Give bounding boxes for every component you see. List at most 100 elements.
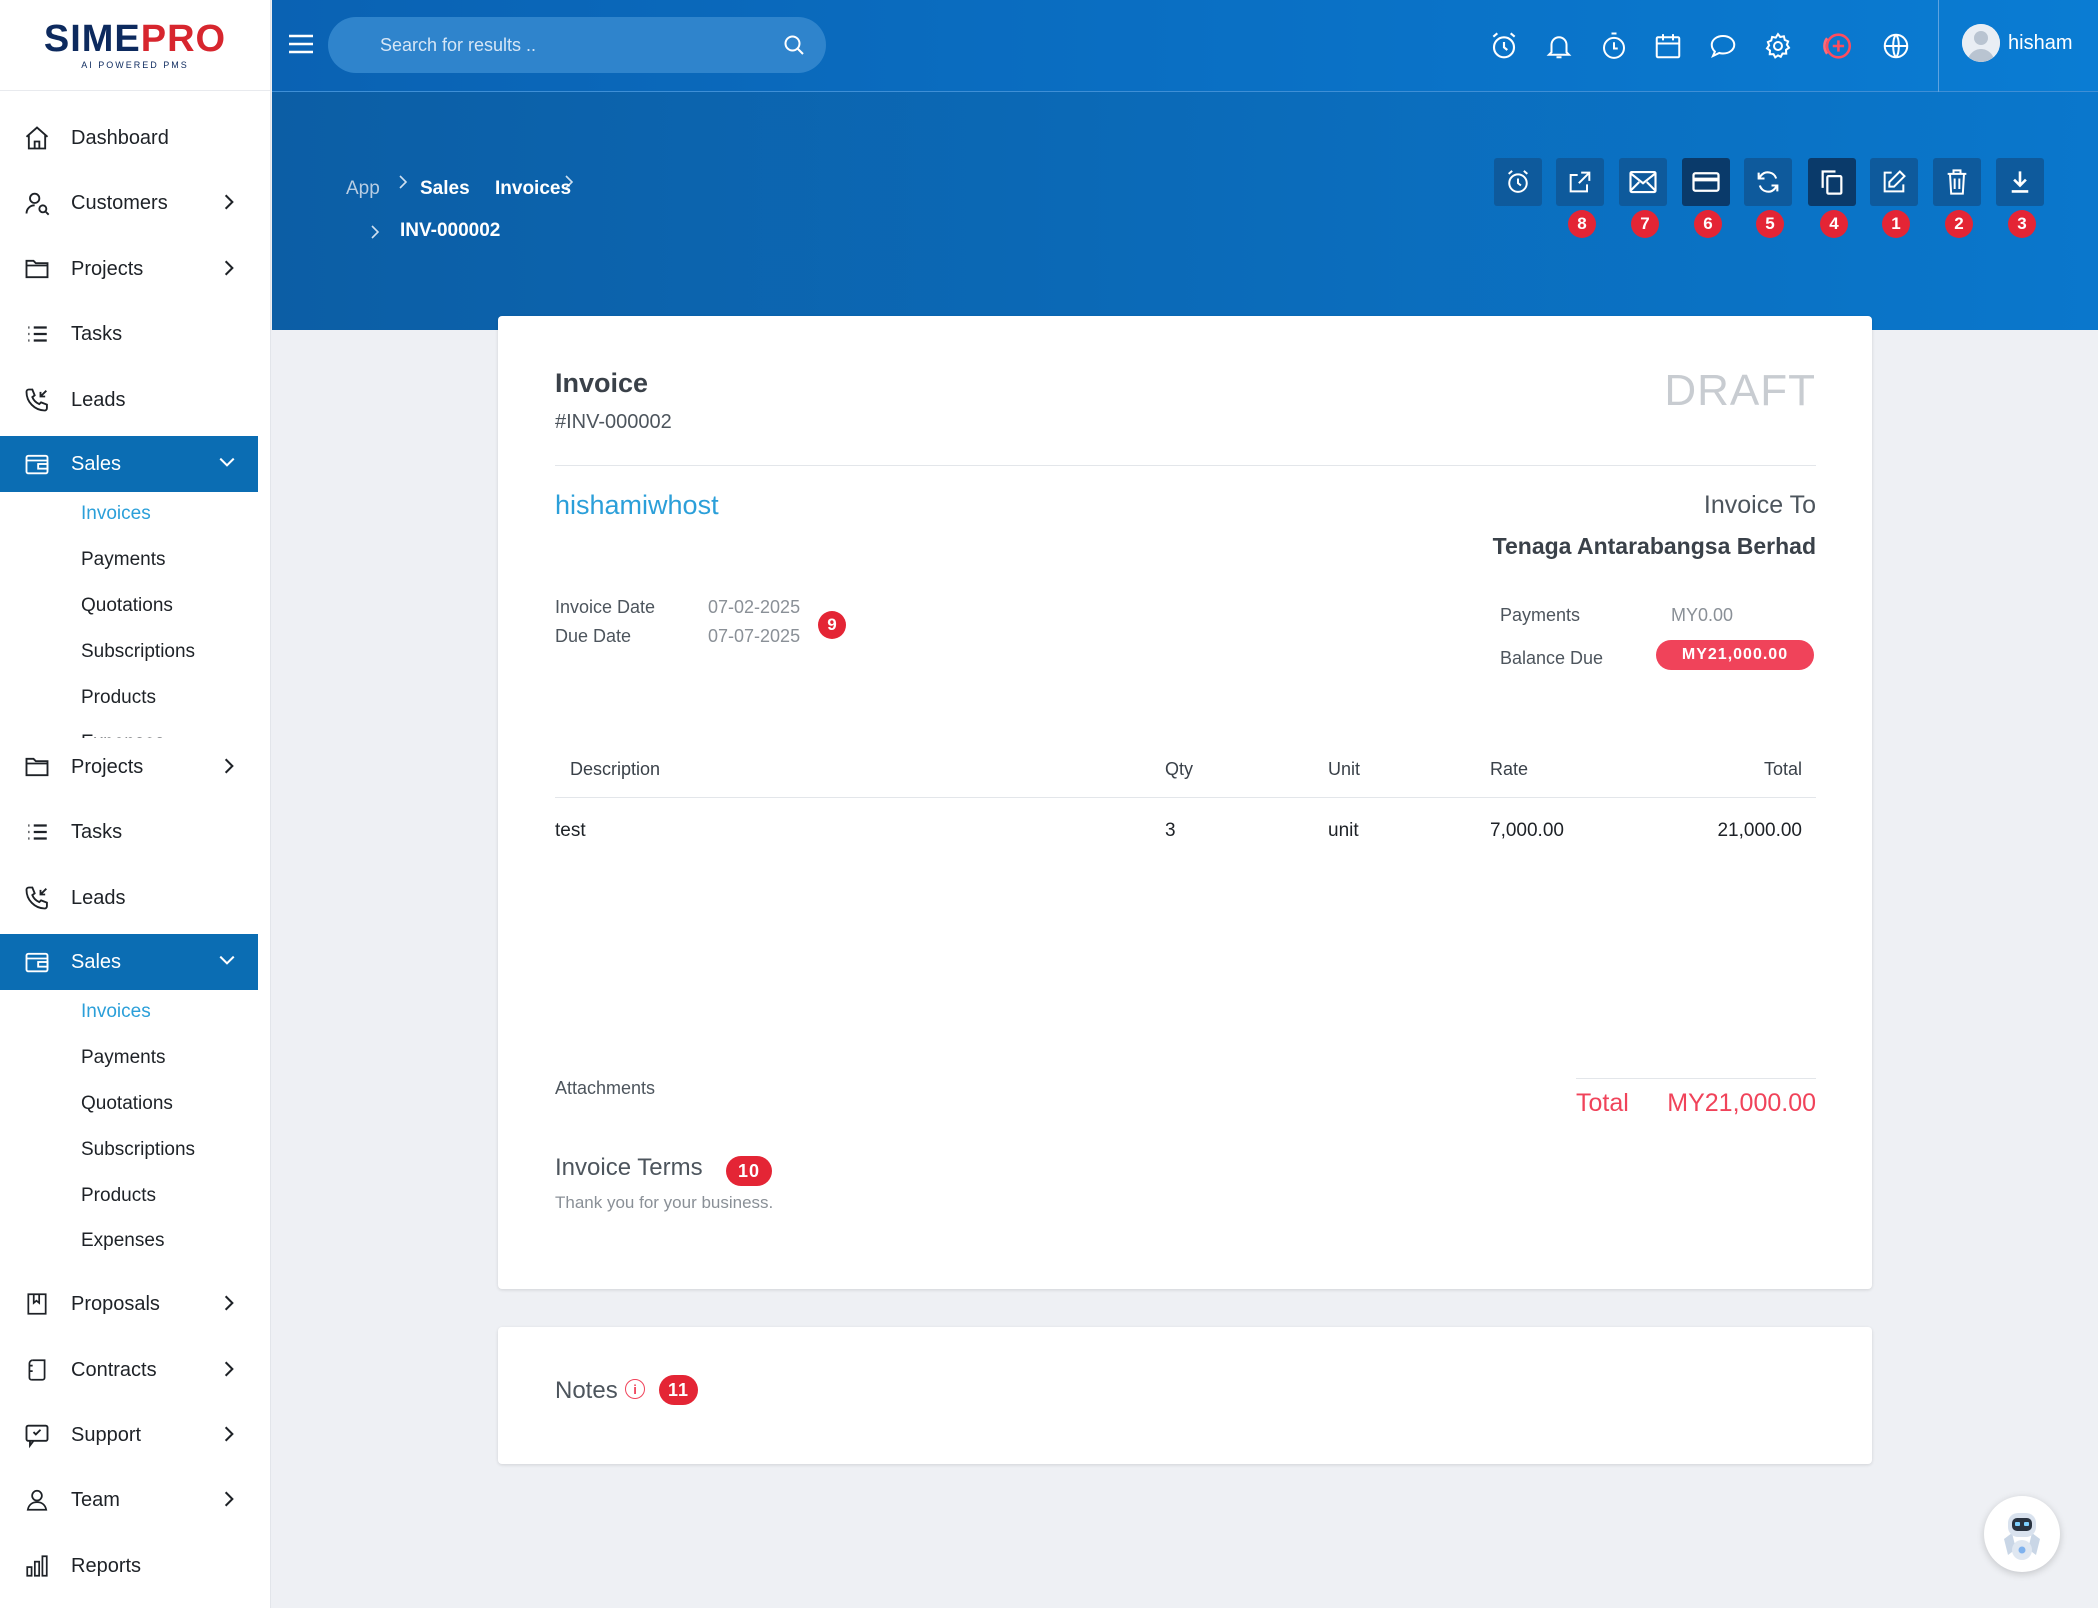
payments-label: Payments <box>1500 605 1581 625</box>
search-bar[interactable] <box>328 17 826 73</box>
copy-icon <box>1821 170 1843 195</box>
breadcrumb-invoices[interactable]: Invoices <box>495 178 572 199</box>
sidebar-label: Team <box>71 1488 120 1511</box>
sidebar-sub-subscriptions[interactable]: Subscriptions <box>81 1139 196 1160</box>
sidebar-item-sales[interactable]: Sales <box>0 934 258 990</box>
bar-chart-icon <box>22 1551 52 1581</box>
sidebar-sub-invoices[interactable]: Invoices <box>81 1001 151 1022</box>
info-icon[interactable]: i <box>625 1379 645 1399</box>
sidebar-label: Sales <box>71 950 122 973</box>
cell-rate: 7,000.00 <box>1490 820 1564 841</box>
sidebar-sub-quotations[interactable]: Quotations <box>81 1093 173 1114</box>
delete-button[interactable] <box>1933 158 1981 206</box>
sidebar-item-customers[interactable]: Customers <box>0 174 258 232</box>
sidebar-item-sales[interactable]: Sales <box>0 436 258 492</box>
sidebar-sub-products[interactable]: Products <box>81 687 156 708</box>
due-date-value: 07-07-2025 <box>708 626 801 646</box>
sidebar-item-tasks[interactable]: Tasks <box>0 803 258 861</box>
sidebar-label: Leads <box>71 388 126 411</box>
home-icon <box>22 123 52 153</box>
sidebar-sub-subscriptions[interactable]: Subscriptions <box>81 641 196 662</box>
divider <box>555 465 1816 466</box>
annotation-badge: 2 <box>1945 210 1973 238</box>
annotation-badge: 6 <box>1694 210 1722 238</box>
sidebar-item-contracts[interactable]: Contracts <box>0 1341 258 1399</box>
sidebar-item-dashboard[interactable]: Dashboard <box>0 109 258 167</box>
brand-name-a: SIME <box>43 18 141 60</box>
column-header-qty: Qty <box>1165 759 1194 779</box>
breadcrumb-sales[interactable]: Sales <box>420 178 470 199</box>
cell-unit: unit <box>1328 820 1359 841</box>
bell-icon[interactable] <box>1540 27 1578 65</box>
sidebar-sub-quotations[interactable]: Quotations <box>81 595 173 616</box>
sidebar-label: Dashboard <box>71 126 169 149</box>
chevron-right-icon <box>222 757 236 775</box>
payment-button[interactable] <box>1682 158 1730 206</box>
sidebar-sub-products[interactable]: Products <box>81 1185 156 1206</box>
invoice-date-label: Invoice Date <box>555 597 656 617</box>
brand-logo[interactable]: SIMEPRO AI POWERED PMS <box>0 0 270 91</box>
client-name[interactable]: Tenaga Antarabangsa Berhad <box>1492 533 1816 559</box>
wallet-icon <box>22 449 52 479</box>
avatar <box>1962 24 2000 62</box>
chatbot-button[interactable] <box>1984 1496 2060 1572</box>
user-menu[interactable]: hisham <box>1962 24 2072 62</box>
share-external-icon <box>1569 171 1591 193</box>
globe-icon[interactable] <box>1877 27 1915 65</box>
payments-value: MY0.00 <box>1671 605 1734 625</box>
annotation-badge: 7 <box>1631 210 1659 238</box>
gear-icon[interactable] <box>1759 27 1797 65</box>
calendar-icon[interactable] <box>1649 27 1687 65</box>
sidebar-sub-payments[interactable]: Payments <box>81 549 166 570</box>
sidebar-label: Projects <box>71 257 144 280</box>
invoice-date-value: 07-02-2025 <box>708 597 801 617</box>
edit-button[interactable] <box>1870 158 1918 206</box>
status-badge: DRAFT <box>1664 366 1816 415</box>
sidebar-item-tasks[interactable]: Tasks <box>0 305 258 363</box>
sidebar-sub-invoices[interactable]: Invoices <box>81 503 151 524</box>
sidebar-sub-expenses[interactable]: Expenses <box>81 1230 165 1251</box>
sidebar-sub-payments[interactable]: Payments <box>81 1047 166 1068</box>
share-button[interactable] <box>1556 158 1604 206</box>
sidebar-label: Reports <box>71 1554 142 1577</box>
sidebar-item-support[interactable]: Support <box>0 1406 258 1464</box>
search-icon[interactable] <box>782 33 806 57</box>
download-button[interactable] <box>1996 158 2044 206</box>
add-circle-icon[interactable] <box>1818 27 1856 65</box>
column-header-unit: Unit <box>1328 759 1361 779</box>
sidebar-item-leads[interactable]: Leads <box>0 371 258 429</box>
credit-card-icon <box>1692 172 1720 192</box>
breadcrumb-app[interactable]: App <box>346 178 380 199</box>
notes-card[interactable]: Notes i 11 <box>498 1327 1872 1464</box>
email-button[interactable] <box>1619 158 1667 206</box>
duplicate-button[interactable] <box>1808 158 1856 206</box>
reminder-button[interactable] <box>1494 158 1542 206</box>
recurring-button[interactable] <box>1744 158 1792 206</box>
sidebar-item-reports[interactable]: Reports <box>0 1537 258 1595</box>
chevron-right-icon <box>222 1294 236 1312</box>
top-navbar: hisham <box>272 0 2098 92</box>
search-input[interactable] <box>380 34 760 56</box>
sidebar-label: Customers <box>71 191 168 214</box>
sidebar-item-projects[interactable]: Projects <box>0 738 258 796</box>
invoice-terms-label: Invoice Terms <box>555 1154 703 1181</box>
sidebar-label: Proposals <box>71 1292 160 1315</box>
sidebar-label: Projects <box>71 755 144 778</box>
chat-icon[interactable] <box>1704 27 1742 65</box>
timer-icon[interactable] <box>1595 27 1633 65</box>
sidebar-item-proposals[interactable]: Proposals <box>0 1275 258 1333</box>
chevron-right-icon <box>222 259 236 277</box>
invoice-number: #INV-000002 <box>555 411 672 433</box>
phone-incoming-icon <box>22 385 52 415</box>
alarm-clock-icon[interactable] <box>1485 27 1523 65</box>
cell-total: 21,000.00 <box>1717 820 1802 841</box>
balance-due-value: MY21,000.00 <box>1656 640 1814 670</box>
invoice-to-label: Invoice To <box>1703 491 1816 519</box>
sidebar-item-leads[interactable]: Leads <box>0 869 258 927</box>
due-date-label: Due Date <box>555 626 632 646</box>
annotation-badge: 4 <box>1820 210 1848 238</box>
hamburger-menu-icon[interactable] <box>286 31 316 57</box>
sidebar-item-team[interactable]: Team <box>0 1471 258 1529</box>
sidebar-item-projects[interactable]: Projects <box>0 240 258 298</box>
annotation-badge: 11 <box>659 1375 698 1405</box>
